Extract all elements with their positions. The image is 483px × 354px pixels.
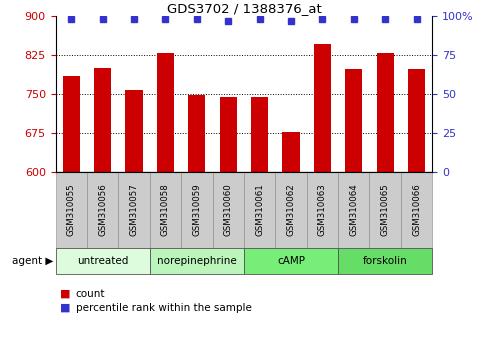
Text: untreated: untreated [77, 256, 128, 266]
Text: percentile rank within the sample: percentile rank within the sample [76, 303, 252, 313]
Bar [377, 53, 394, 172]
Bar [94, 68, 111, 172]
Bar [283, 132, 299, 172]
Text: ■: ■ [60, 303, 71, 313]
Text: GSM310065: GSM310065 [381, 183, 390, 236]
Bar [345, 69, 362, 172]
Text: GSM310066: GSM310066 [412, 183, 421, 236]
Text: agent ▶: agent ▶ [12, 256, 53, 266]
Text: forskolin: forskolin [363, 256, 408, 266]
Text: GSM310055: GSM310055 [67, 183, 76, 236]
Text: GSM310061: GSM310061 [255, 183, 264, 236]
Title: GDS3702 / 1388376_at: GDS3702 / 1388376_at [167, 2, 321, 15]
Text: GSM310059: GSM310059 [192, 183, 201, 236]
Text: GSM310060: GSM310060 [224, 183, 233, 236]
Bar [63, 76, 80, 172]
Text: norepinephrine: norepinephrine [157, 256, 237, 266]
Bar [314, 45, 331, 172]
Bar [220, 97, 237, 172]
Text: GSM310064: GSM310064 [349, 183, 358, 236]
Text: GSM310062: GSM310062 [286, 183, 296, 236]
Bar [188, 95, 205, 172]
Text: GSM310058: GSM310058 [161, 183, 170, 236]
Text: cAMP: cAMP [277, 256, 305, 266]
Bar [126, 90, 142, 172]
Bar [251, 97, 268, 172]
Text: GSM310063: GSM310063 [318, 183, 327, 236]
Bar [408, 69, 425, 172]
Text: GSM310056: GSM310056 [98, 183, 107, 236]
Bar [157, 53, 174, 172]
Text: ■: ■ [60, 289, 71, 299]
Text: count: count [76, 289, 105, 299]
Text: GSM310057: GSM310057 [129, 183, 139, 236]
